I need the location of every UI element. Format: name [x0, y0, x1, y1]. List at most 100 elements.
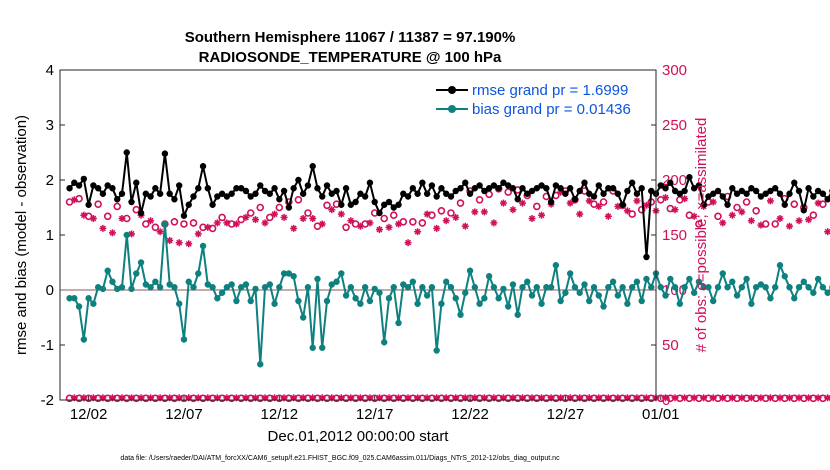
bias-point — [447, 284, 455, 291]
rmse-point — [90, 182, 97, 189]
bias-point — [791, 295, 798, 302]
obs-possible-point — [189, 219, 198, 227]
rmse-point — [381, 201, 388, 208]
x-tick-label: 12/07 — [165, 406, 203, 423]
rmse-point — [624, 187, 631, 195]
rmse-point — [648, 187, 655, 195]
obs-possible-point — [819, 200, 827, 208]
rmse-point — [710, 190, 717, 197]
obs-assimilated-point — [261, 219, 269, 227]
bias-point — [500, 285, 507, 293]
rmse-point — [352, 198, 359, 206]
rmse-point — [576, 187, 583, 195]
bias-point — [581, 281, 588, 288]
obs-assimilated-point — [433, 224, 441, 232]
bias-point — [443, 278, 450, 285]
bias-point — [624, 300, 631, 307]
rmse-point — [252, 190, 259, 197]
rmse-point — [94, 185, 102, 192]
rmse-point — [266, 190, 273, 197]
obs-assimilated-point — [395, 220, 403, 228]
rmse-point — [819, 190, 827, 197]
y-right-tick-label: 300 — [662, 62, 687, 79]
bias-point — [366, 297, 374, 305]
rmse-point — [438, 185, 445, 192]
rmse-point — [443, 190, 450, 197]
obs-assimilated-point — [299, 215, 307, 222]
right-y-ticks: 300250200150100500 — [651, 62, 687, 409]
obs-possible-point — [714, 212, 722, 221]
obs-assimilated-point — [518, 199, 526, 207]
bias-point — [686, 275, 693, 283]
obs-assimilated-point — [747, 217, 755, 225]
bias-point — [566, 270, 574, 277]
obs-assimilated-point — [242, 213, 250, 221]
y-right-tick-label: 50 — [662, 337, 679, 354]
obs-possible-point — [418, 219, 427, 227]
x-tick-label: 01/01 — [642, 406, 680, 423]
rmse-point — [247, 193, 254, 200]
rmse-point — [671, 187, 679, 195]
obs-possible-point — [180, 220, 188, 228]
right-y-axis-label: # of obs: o=possible; ×=assimilated — [693, 118, 710, 353]
rmse-point — [280, 187, 288, 195]
bias-point — [109, 278, 116, 285]
bias-point — [376, 289, 383, 296]
obs-possible-point — [790, 200, 799, 208]
bias-point — [85, 295, 92, 302]
rmse-point — [743, 190, 750, 197]
bias-point — [290, 273, 297, 280]
obs-assimilated-point — [290, 224, 298, 232]
bias-point — [409, 278, 417, 285]
rmse-point — [80, 175, 88, 183]
obs-possible-point — [532, 202, 541, 211]
bias-point — [786, 284, 793, 291]
y-tick-label: 1 — [46, 227, 54, 244]
bias-point — [338, 270, 345, 277]
bias-point — [767, 295, 774, 302]
rmse-point — [538, 182, 545, 189]
rmse-point — [571, 196, 579, 203]
obs-assimilated-point — [223, 219, 231, 227]
rmse-point — [271, 185, 278, 192]
bias-point — [319, 344, 326, 351]
bias-point — [476, 300, 483, 307]
obs-assimilated-point — [795, 217, 803, 225]
bias-point — [147, 284, 154, 291]
obs-assimilated-point — [318, 220, 326, 228]
rmse-point — [180, 212, 188, 219]
rmse-point — [385, 198, 393, 206]
bias-point — [800, 278, 808, 285]
obs-assimilated-point — [824, 228, 830, 236]
bias-point — [662, 292, 669, 299]
obs-possible-point — [256, 203, 265, 212]
rmse-point — [590, 193, 598, 200]
bias-point — [171, 284, 178, 291]
rmse-point — [557, 185, 564, 192]
obs-assimilated-point — [766, 197, 774, 205]
rmse-point — [109, 185, 116, 192]
bias-point — [743, 275, 750, 283]
rmse-point — [586, 190, 593, 197]
rmse-point — [228, 190, 235, 197]
bias-point — [266, 281, 273, 288]
y-tick-label: -1 — [41, 337, 54, 354]
bias-point — [204, 281, 212, 288]
obs-assimilated-point — [347, 217, 355, 225]
bias-point — [156, 284, 164, 291]
rmse-point — [404, 193, 412, 200]
obs-possible-point — [409, 218, 417, 226]
rmse-point — [347, 201, 355, 208]
rmse-point — [676, 190, 684, 197]
rmse-point — [171, 196, 178, 203]
obs-assimilated-point — [471, 208, 479, 216]
bias-point — [333, 278, 340, 285]
bias-point — [457, 311, 464, 318]
bias-point — [161, 220, 169, 228]
rmse-point — [504, 182, 512, 189]
bias-point — [352, 295, 359, 302]
bias-point — [752, 284, 760, 291]
x-tick-label: 12/22 — [451, 406, 489, 423]
bias-point — [180, 336, 188, 343]
